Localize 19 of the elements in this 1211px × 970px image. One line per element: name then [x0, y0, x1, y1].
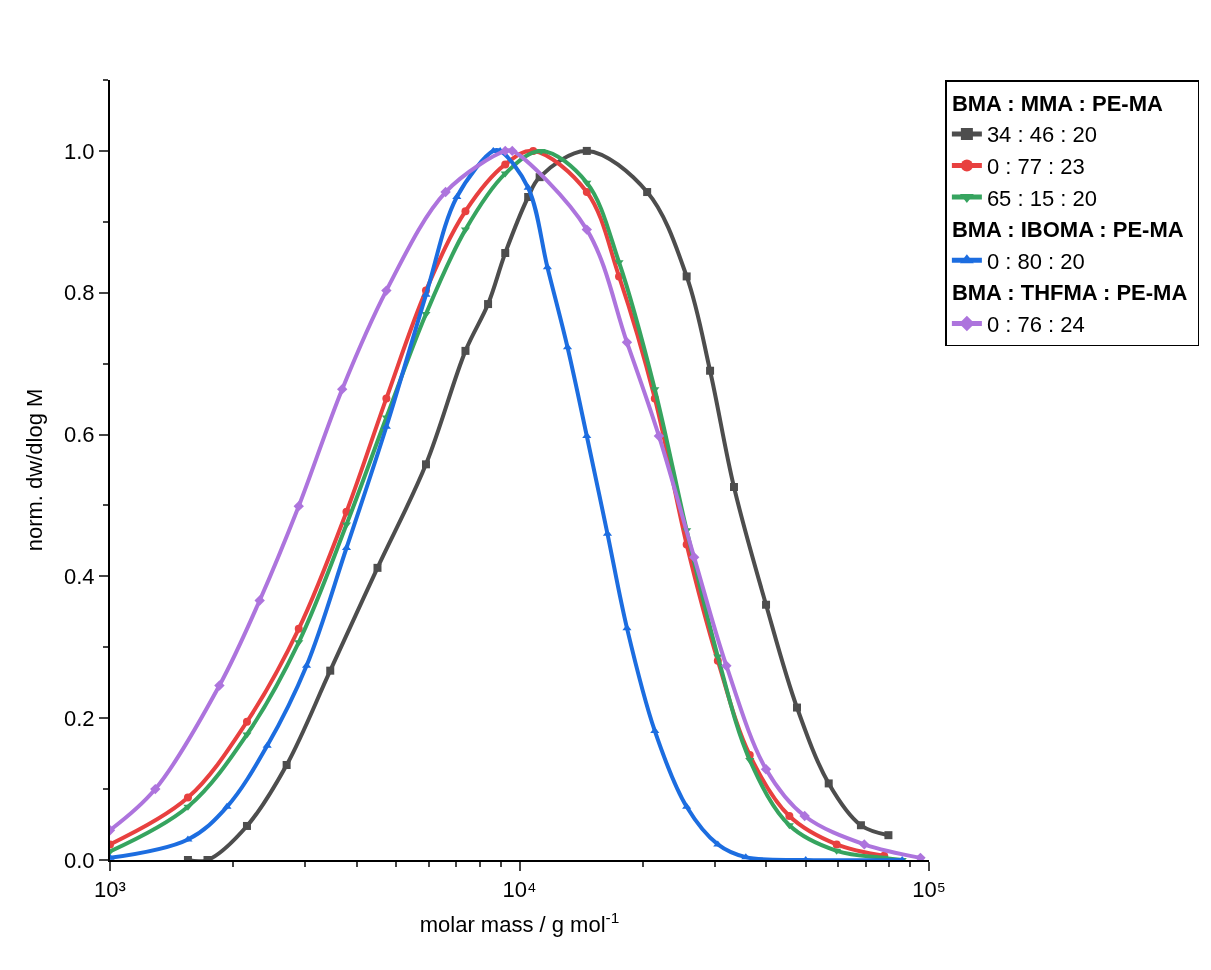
y-tick-label: 0.4 — [64, 564, 95, 590]
legend-label: 0 : 77 : 23 — [986, 154, 1085, 180]
text: BMA : MMA : PE-MA — [951, 90, 1163, 116]
text: BMA : IBOMA : PE-MA — [951, 217, 1184, 243]
text: BMA : THFMA : PE-MA — [951, 280, 1188, 306]
legend-label: 65 : 15 : 20 — [986, 185, 1097, 211]
y-tick-label: 0.0 — [64, 847, 95, 873]
y-tick-label: 1.0 — [64, 138, 95, 164]
y-tick-label: 0.2 — [64, 705, 95, 731]
legend-label: 0 : 76 : 24 — [986, 312, 1085, 338]
legend-label: 34 : 46 : 20 — [986, 122, 1097, 148]
x-axis-title: molar mass / g mol$^{-1}$ — [419, 908, 620, 937]
x-tick-label: 10⁵ — [912, 877, 946, 903]
legend-label: 0 : 80 : 20 — [986, 248, 1085, 274]
x-tick-label: 10³ — [94, 877, 126, 903]
y-tick-label: 0.6 — [64, 422, 95, 448]
x-tick-label: 10⁴ — [502, 877, 537, 903]
y-axis-title: norm. dw/dlog M — [22, 388, 48, 552]
y-tick-label: 0.8 — [64, 280, 95, 306]
